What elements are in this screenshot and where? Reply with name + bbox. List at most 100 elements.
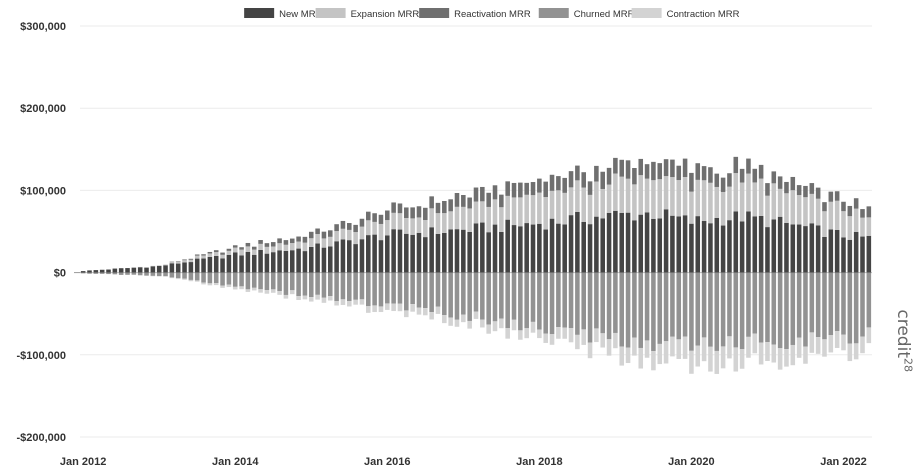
bar-contraction-mrr: [188, 279, 194, 282]
bar-reactivation-mrr: [613, 157, 618, 174]
bar-contraction-mrr: [834, 331, 840, 348]
bar-reactivation-mrr: [606, 167, 612, 185]
bar-churned-mrr: [866, 272, 872, 328]
bar-contraction-mrr: [638, 347, 644, 369]
bar-contraction-mrr: [480, 319, 485, 328]
bar-churned-mrr: [416, 272, 422, 308]
bar-expansion-mrr: [847, 216, 853, 240]
bar-reactivation-mrr: [410, 207, 415, 219]
bar-contraction-mrr: [194, 280, 200, 282]
bar-reactivation-mrr: [765, 183, 770, 196]
bar-new-mrr: [163, 265, 168, 273]
bar-expansion-mrr: [480, 201, 485, 223]
bar-churned-mrr: [733, 272, 739, 348]
bar-new-mrr: [600, 218, 605, 273]
bar-expansion-mrr: [815, 198, 821, 226]
bar-churned-mrr: [695, 272, 701, 346]
bar-contraction-mrr: [220, 285, 225, 288]
bar-reactivation-mrr: [372, 213, 377, 222]
bar-new-mrr: [391, 229, 396, 273]
bar-new-mrr: [606, 212, 612, 273]
bar-churned-mrr: [334, 272, 339, 302]
bar-churned-mrr: [144, 272, 149, 276]
bar-churned-mrr: [264, 272, 270, 291]
bar-new-mrr: [834, 229, 840, 273]
bar-churned-mrr: [106, 272, 111, 275]
bar-churned-mrr: [378, 272, 384, 307]
bar-contraction-mrr: [575, 334, 580, 350]
bar-churned-mrr: [758, 272, 764, 343]
bar-churned-mrr: [397, 272, 403, 304]
bar-churned-mrr: [663, 272, 669, 342]
bar-churned-mrr: [175, 272, 181, 279]
legend-label: Contraction MRR: [667, 9, 740, 20]
legend-swatch: [419, 8, 450, 18]
bar-churned-mrr: [689, 272, 694, 351]
bar-reactivation-mrr: [429, 196, 434, 209]
bar-churned-mrr: [841, 272, 846, 335]
bar-expansion-mrr: [467, 208, 472, 232]
bar-expansion-mrr: [644, 178, 650, 213]
bar-churned-mrr: [442, 272, 447, 316]
bar-expansion-mrr: [606, 184, 612, 213]
bar-expansion-mrr: [353, 232, 358, 245]
bar-reactivation-mrr: [347, 223, 352, 230]
bar-reactivation-mrr: [353, 224, 358, 233]
bar-reactivation-mrr: [270, 242, 276, 247]
bar-reactivation-mrr: [701, 166, 707, 181]
bar-contraction-mrr: [327, 296, 333, 301]
bar-new-mrr: [556, 223, 561, 273]
bar-reactivation-mrr: [194, 254, 200, 256]
bar-contraction-mrr: [492, 321, 498, 332]
bar-churned-mrr: [220, 272, 225, 286]
bar-expansion-mrr: [448, 211, 453, 230]
bar-new-mrr: [758, 215, 764, 273]
bar-reactivation-mrr: [296, 236, 301, 242]
bar-contraction-mrr: [461, 314, 466, 323]
bar-reactivation-mrr: [803, 185, 808, 198]
bar-contraction-mrr: [701, 337, 707, 362]
bar-contraction-mrr: [796, 337, 802, 358]
bar-reactivation-mrr: [201, 254, 206, 256]
bar-new-mrr: [334, 241, 339, 273]
bar-expansion-mrr: [232, 247, 238, 253]
bar-contraction-mrr: [251, 287, 257, 291]
bar-contraction-mrr: [423, 308, 428, 316]
bar-reactivation-mrr: [188, 258, 194, 260]
bar-new-mrr: [625, 212, 631, 273]
bar-reactivation-mrr: [815, 187, 821, 199]
bar-churned-mrr: [359, 272, 365, 300]
bar-churned-mrr: [353, 272, 358, 300]
bar-churned-mrr: [638, 272, 644, 348]
bar-expansion-mrr: [511, 197, 517, 226]
bar-contraction-mrr: [372, 305, 377, 313]
x-tick-label: Jan 2016: [364, 456, 410, 468]
bar-new-mrr: [283, 250, 289, 273]
bar-expansion-mrr: [530, 195, 536, 225]
bar-contraction-mrr: [289, 290, 295, 295]
bar-contraction-mrr: [245, 289, 251, 292]
bar-reactivation-mrr: [594, 165, 599, 182]
bar-contraction-mrr: [670, 336, 675, 357]
bar-expansion-mrr: [575, 180, 580, 212]
bar-contraction-mrr: [632, 337, 637, 356]
bar-contraction-mrr: [822, 339, 827, 357]
y-tick-label: -$200,000: [16, 432, 66, 444]
bar-churned-mrr: [568, 272, 574, 329]
bar-new-mrr: [93, 270, 99, 273]
bar-reactivation-mrr: [746, 158, 751, 174]
bar-expansion-mrr: [473, 201, 479, 224]
bar-expansion-mrr: [163, 264, 168, 266]
bar-contraction-mrr: [499, 318, 504, 329]
bar-new-mrr: [353, 244, 358, 273]
bar-churned-mrr: [99, 272, 105, 274]
bar-contraction-mrr: [790, 344, 796, 366]
bar-contraction-mrr: [283, 294, 289, 299]
bar-churned-mrr: [518, 272, 523, 331]
bar-new-mrr: [194, 258, 200, 273]
bar-new-mrr: [429, 227, 434, 273]
bar-new-mrr: [746, 211, 751, 273]
bar-churned-mrr: [112, 272, 118, 275]
bar-expansion-mrr: [277, 243, 282, 251]
